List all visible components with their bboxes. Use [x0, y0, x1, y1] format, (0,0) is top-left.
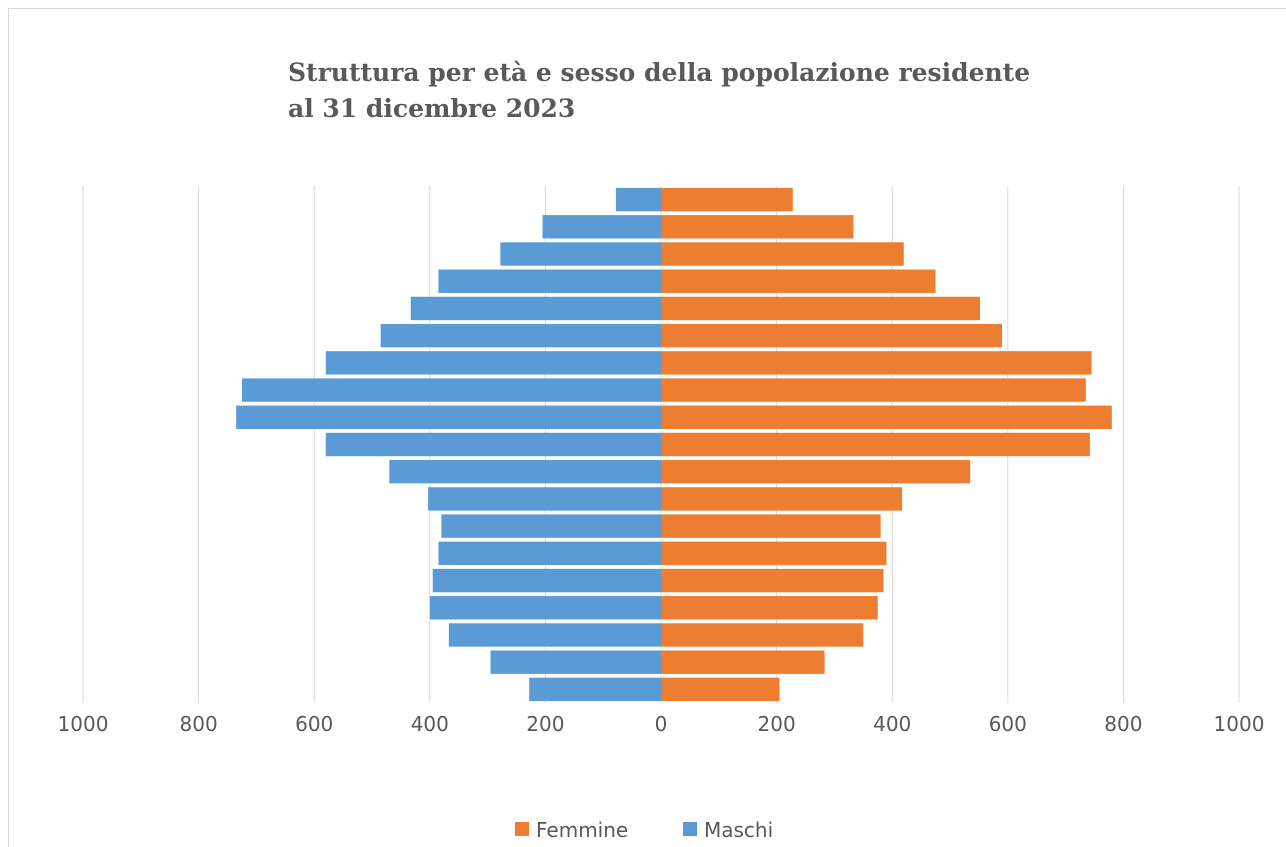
bar-femmine-12: [661, 351, 1092, 375]
bar-maschi-0: [529, 677, 661, 702]
bar-femmine-2: [661, 623, 864, 647]
bar-femmine-13: [661, 323, 1003, 348]
bar-femmine-10: [661, 405, 1112, 429]
bar-femmine-15: [661, 269, 936, 293]
x-tick-label-1: 800: [180, 712, 218, 736]
x-tick-label-3: 400: [411, 712, 449, 736]
legend: Femmine Maschi: [515, 818, 773, 842]
bar-maschi-8: [389, 460, 661, 484]
bars: [236, 187, 1112, 702]
bar-femmine-8: [661, 460, 971, 484]
chart-title-line-1: Struttura per età e sesso della popolazi…: [288, 58, 1030, 87]
bar-maschi-14: [410, 296, 661, 321]
legend-swatch-femmine: [515, 822, 529, 836]
x-axis-tick-labels: 1000 800 600 400 200 0 200 400 600 800 1000: [58, 712, 1265, 736]
bar-femmine-5: [661, 541, 887, 566]
bar-femmine-9: [661, 432, 1090, 457]
chart-title: Struttura per età e sesso della popolazi…: [288, 58, 1030, 123]
bar-maschi-7: [428, 487, 661, 511]
bar-maschi-4: [432, 568, 661, 593]
bar-maschi-1: [490, 650, 661, 674]
bar-femmine-18: [661, 187, 793, 212]
bar-maschi-16: [500, 242, 661, 266]
x-tick-label-4: 200: [526, 712, 564, 736]
bar-femmine-4: [661, 568, 884, 593]
bar-femmine-3: [661, 596, 878, 620]
bar-femmine-17: [661, 215, 854, 239]
chart-title-line-2: al 31 dicembre 2023: [288, 94, 575, 123]
bar-femmine-11: [661, 378, 1086, 402]
x-tick-label-5: 0: [655, 712, 668, 736]
bar-maschi-5: [438, 541, 661, 566]
bar-femmine-1: [661, 650, 825, 674]
bar-femmine-14: [661, 296, 981, 321]
bar-femmine-6: [661, 514, 881, 538]
bar-maschi-6: [441, 514, 661, 538]
x-tick-label-8: 600: [989, 712, 1027, 736]
bar-maschi-15: [438, 269, 661, 293]
x-tick-label-7: 400: [873, 712, 911, 736]
bar-maschi-10: [236, 405, 662, 429]
x-tick-label-6: 200: [758, 712, 796, 736]
legend-label-maschi: Maschi: [704, 818, 773, 842]
bar-maschi-3: [429, 596, 661, 620]
bar-maschi-2: [448, 623, 661, 647]
legend-swatch-maschi: [683, 822, 697, 836]
chart-frame: [8, 8, 1286, 847]
bar-maschi-9: [325, 432, 661, 457]
bar-maschi-12: [325, 351, 661, 375]
x-tick-label-10: 1000: [1214, 712, 1265, 736]
bar-maschi-18: [615, 187, 661, 212]
x-tick-label-0: 1000: [58, 712, 109, 736]
bar-maschi-17: [542, 215, 661, 239]
legend-label-femmine: Femmine: [536, 818, 628, 842]
bar-femmine-0: [661, 677, 780, 702]
x-tick-label-9: 800: [1104, 712, 1142, 736]
bar-femmine-7: [661, 487, 903, 511]
bar-maschi-13: [380, 323, 661, 348]
bar-maschi-11: [241, 378, 661, 402]
x-tick-label-2: 600: [295, 712, 333, 736]
bar-femmine-16: [661, 242, 904, 266]
